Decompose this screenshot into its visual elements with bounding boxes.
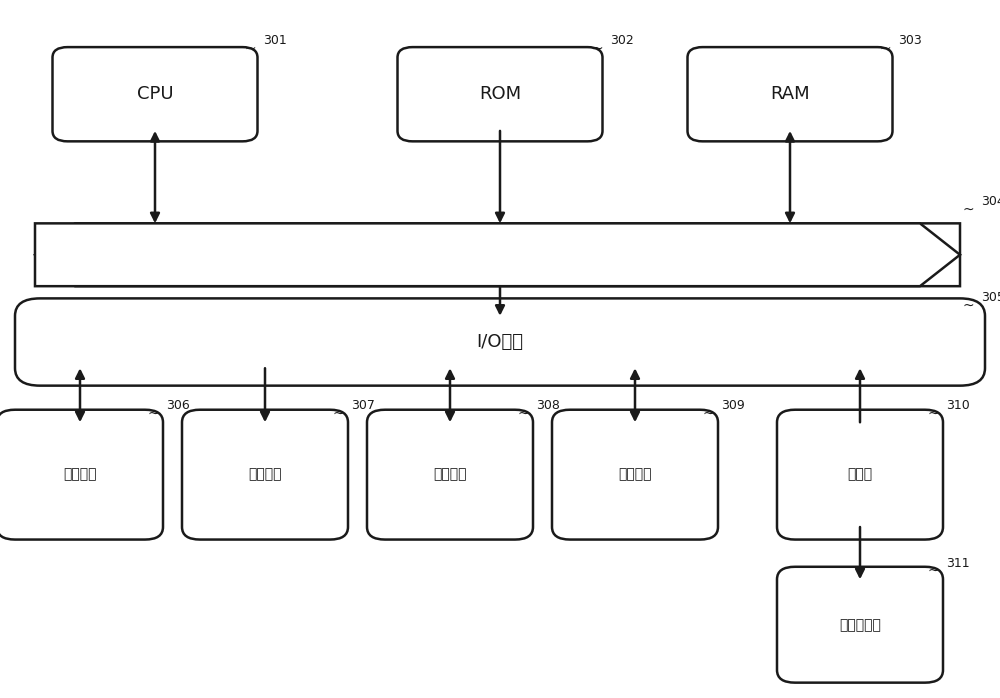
FancyBboxPatch shape	[53, 47, 258, 141]
Text: ~: ~	[592, 42, 604, 56]
Text: 304: 304	[981, 195, 1000, 208]
FancyBboxPatch shape	[552, 410, 718, 540]
Text: ROM: ROM	[479, 85, 521, 103]
Text: 308: 308	[536, 399, 560, 412]
FancyBboxPatch shape	[688, 47, 893, 141]
Text: 301: 301	[263, 34, 287, 47]
Text: ~: ~	[928, 564, 940, 578]
Text: ~: ~	[245, 42, 257, 56]
Text: 309: 309	[721, 399, 745, 412]
Text: 305: 305	[981, 291, 1000, 304]
Text: I/O接口: I/O接口	[477, 333, 524, 351]
Polygon shape	[35, 223, 960, 286]
Text: ~: ~	[880, 42, 892, 56]
FancyBboxPatch shape	[777, 410, 943, 540]
FancyBboxPatch shape	[397, 47, 602, 141]
Text: 输出部分: 输出部分	[248, 468, 282, 482]
Text: 通信部分: 通信部分	[618, 468, 652, 482]
Text: RAM: RAM	[770, 85, 810, 103]
Text: ~: ~	[703, 406, 715, 420]
Text: ~: ~	[518, 406, 530, 420]
Text: 307: 307	[351, 399, 375, 412]
Text: ~: ~	[928, 406, 940, 420]
Text: ~: ~	[148, 406, 160, 420]
Text: 存储部分: 存储部分	[433, 468, 467, 482]
FancyBboxPatch shape	[15, 299, 985, 385]
Text: ~: ~	[963, 299, 975, 313]
FancyBboxPatch shape	[0, 410, 163, 540]
Text: 302: 302	[610, 34, 634, 47]
Polygon shape	[35, 223, 960, 286]
Text: 310: 310	[946, 399, 970, 412]
Text: 可拆卸介质: 可拆卸介质	[839, 618, 881, 632]
FancyBboxPatch shape	[777, 567, 943, 683]
FancyBboxPatch shape	[182, 410, 348, 540]
Text: CPU: CPU	[137, 85, 173, 103]
FancyBboxPatch shape	[367, 410, 533, 540]
Text: 输入部分: 输入部分	[63, 468, 97, 482]
Text: ~: ~	[333, 406, 345, 420]
Text: ~: ~	[963, 202, 975, 216]
Text: 驱动器: 驱动器	[847, 468, 873, 482]
Text: 306: 306	[166, 399, 190, 412]
Text: 311: 311	[946, 556, 970, 570]
Text: 303: 303	[898, 34, 922, 47]
